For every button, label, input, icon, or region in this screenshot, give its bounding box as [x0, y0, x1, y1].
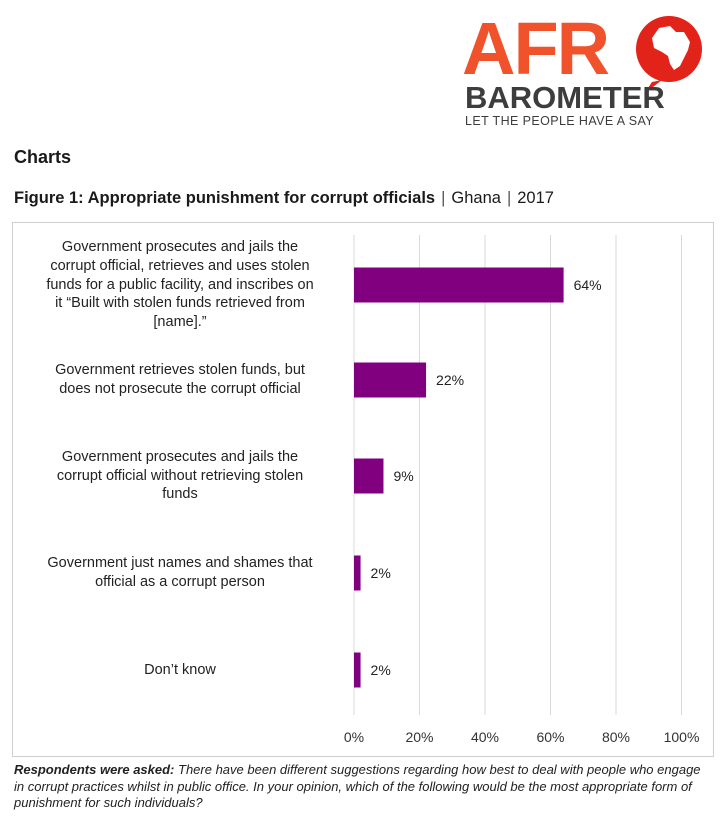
category-label: Government just names and shames that off… — [15, 554, 345, 592]
figure-title-separator-2: | — [506, 189, 512, 207]
footnote-lead: Respondents were asked: — [14, 762, 175, 777]
logo-wordmark: AFR — [462, 12, 610, 86]
afrobarometer-logo: AFR BAROMETER LET THE PEOPLE HAVE A SAY — [462, 12, 712, 130]
bar — [354, 458, 384, 494]
category-label-line: funds for a public facility, and inscrib… — [46, 276, 314, 293]
category-label-line: Government retrieves stolen funds, but — [55, 362, 305, 379]
figure-title: Figure 1: Appropriate punishment for cor… — [14, 189, 554, 209]
category-label-line: Government prosecutes and jails the — [61, 238, 299, 255]
section-heading: Charts — [14, 147, 72, 167]
logo-tagline: LET THE PEOPLE HAVE A SAY — [465, 114, 655, 128]
category-label-line: corrupt official without retrieving stol… — [56, 467, 304, 484]
figure-title-country: Ghana — [451, 189, 501, 207]
chart-container: 0% 20% 40% 60% 80% 100% 64% 22% 9% 2% 2% Governmen… — [12, 222, 714, 757]
figure-title-year: 2017 — [517, 189, 554, 207]
bar-chart: 0% 20% 40% 60% 80% 100% 64% 22% 9% 2% 2% — [344, 235, 700, 745]
category-label-line: does not prosecute the corrupt official — [59, 380, 301, 397]
africa-speech-bubble-icon — [636, 16, 702, 94]
x-tick-label: 100% — [664, 729, 700, 745]
survey-question-footnote: Respondents were asked: There have been … — [14, 762, 710, 812]
footnote-text: There have been different suggestions re… — [14, 762, 701, 811]
category-label: Government prosecutes and jails the corru… — [15, 448, 345, 505]
figure-title-main: Figure 1: Appropriate punishment for cor… — [14, 189, 436, 207]
category-label-line: funds — [162, 486, 198, 503]
bar — [354, 362, 427, 398]
category-label-line: Don’t know — [144, 661, 216, 678]
bar — [354, 555, 361, 591]
logo-barometer: BAROMETER — [465, 82, 665, 113]
category-label-line: Government just names and shames that — [47, 555, 313, 572]
bar-value-label: 22% — [436, 372, 464, 388]
x-tick-label: 40% — [471, 729, 499, 745]
category-label-line: Government prosecutes and jails the — [61, 448, 299, 465]
category-label-line: it “Built with stolen funds retrieved fr… — [55, 295, 305, 312]
category-label-line: corrupt official, retrieves and uses sto… — [50, 257, 310, 274]
category-label-line: [name].” — [153, 314, 207, 331]
bar — [354, 652, 361, 688]
bar-value-label: 64% — [574, 277, 602, 293]
bar-value-label: 2% — [371, 662, 391, 678]
logo-barometer-text: BAROMETER — [465, 80, 665, 115]
category-label-line: official as a corrupt person — [95, 573, 265, 590]
x-tick-label: 80% — [602, 729, 630, 745]
x-tick-label: 20% — [405, 729, 433, 745]
category-label: Government retrieves stolen funds, but do… — [15, 361, 345, 399]
category-label: Don’t know — [15, 661, 345, 680]
category-label: Government prosecutes and jails the corru… — [15, 238, 345, 332]
bar-value-label: 2% — [371, 565, 391, 581]
figure-title-separator: | — [441, 189, 446, 207]
bar — [354, 267, 564, 303]
x-tick-label: 0% — [344, 729, 364, 745]
bar-value-label: 9% — [393, 468, 413, 484]
x-tick-label: 60% — [536, 729, 564, 745]
logo-wordmark-afr: AFR — [462, 7, 610, 90]
